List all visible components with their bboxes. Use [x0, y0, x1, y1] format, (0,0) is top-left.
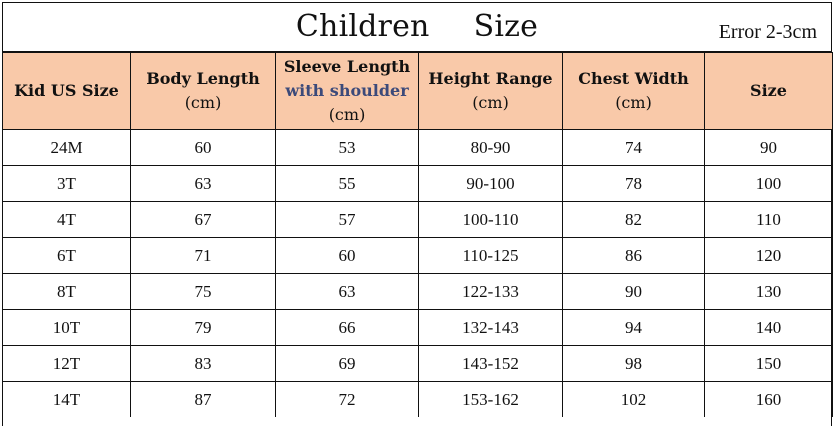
cell-height-range: 90-100: [418, 165, 563, 202]
title-row: Children Size Error 2-3cm: [3, 3, 831, 52]
cell-chest-width: 90: [562, 273, 705, 310]
cell-body-length: 71: [130, 237, 276, 274]
header-unit: (cm): [328, 105, 366, 124]
table-row: 24M 60 53 80-90 74 90: [2, 129, 833, 166]
header-label: Sleeve Length: [283, 57, 411, 76]
cell-size: 100: [704, 165, 833, 202]
header-label: Body Length: [146, 69, 260, 88]
cell-size: 150: [704, 345, 833, 382]
header-body-length: Body Length (cm): [130, 52, 276, 130]
cell-body-length: 87: [130, 381, 276, 417]
table-row: 3T 63 55 90-100 78 100: [2, 165, 833, 202]
cell-sleeve-length: 63: [275, 273, 419, 310]
chart-title: Children Size: [3, 9, 831, 44]
header-label: Size: [750, 81, 787, 100]
cell-chest-width: 94: [562, 309, 705, 346]
error-note: Error 2-3cm: [718, 21, 817, 43]
cell-height-range: 80-90: [418, 129, 563, 166]
title-part-1: Children: [295, 9, 430, 44]
cell-sleeve-length: 60: [275, 237, 419, 274]
header-label: Chest Width: [578, 69, 689, 88]
cell-size: 90: [704, 129, 833, 166]
cell-kid-us-size: 8T: [2, 273, 131, 310]
cell-size: 120: [704, 237, 833, 274]
cell-chest-width: 98: [562, 345, 705, 382]
cell-height-range: 110-125: [418, 237, 563, 274]
header-chest-width: Chest Width (cm): [562, 52, 705, 130]
cell-chest-width: 82: [562, 201, 705, 238]
header-sleeve-length: Sleeve Length with shoulder (cm): [275, 52, 419, 130]
header-size: Size: [704, 52, 833, 130]
cell-sleeve-length: 69: [275, 345, 419, 382]
table-body: 24M 60 53 80-90 74 90 3T 63 55 90-100 78 100 4T 67 57 1…: [2, 129, 833, 417]
cell-sleeve-length: 55: [275, 165, 419, 202]
cell-chest-width: 86: [562, 237, 705, 274]
cell-height-range: 122-133: [418, 273, 563, 310]
cell-size: 110: [704, 201, 833, 238]
cell-size: 140: [704, 309, 833, 346]
cell-kid-us-size: 24M: [2, 129, 131, 166]
cell-sleeve-length: 57: [275, 201, 419, 238]
table-row: 12T 83 69 143-152 98 150: [2, 345, 833, 382]
cell-kid-us-size: 4T: [2, 201, 131, 238]
cell-chest-width: 102: [562, 381, 705, 417]
cell-body-length: 79: [130, 309, 276, 346]
cell-chest-width: 74: [562, 129, 705, 166]
header-label: Height Range: [428, 69, 553, 88]
cell-kid-us-size: 10T: [2, 309, 131, 346]
header-unit: (cm): [472, 93, 509, 112]
cell-body-length: 63: [130, 165, 276, 202]
cell-size: 160: [704, 381, 833, 417]
header-unit: (cm): [615, 93, 652, 112]
table-row: 6T 71 60 110-125 86 120: [2, 237, 833, 274]
header-kid-us-size: Kid US Size: [2, 52, 131, 130]
cell-sleeve-length: 53: [275, 129, 419, 166]
header-height-range: Height Range (cm): [418, 52, 563, 130]
cell-sleeve-length: 72: [275, 381, 419, 417]
cell-body-length: 83: [130, 345, 276, 382]
title-part-2: Size: [473, 9, 539, 44]
size-table: Kid US Size Body Length (cm) Sleeve Leng…: [2, 52, 833, 417]
cell-height-range: 132-143: [418, 309, 563, 346]
cell-height-range: 153-162: [418, 381, 563, 417]
cell-chest-width: 78: [562, 165, 705, 202]
cell-kid-us-size: 12T: [2, 345, 131, 382]
cell-size: 130: [704, 273, 833, 310]
header-row: Kid US Size Body Length (cm) Sleeve Leng…: [2, 52, 833, 130]
table-row: 8T 75 63 122-133 90 130: [2, 273, 833, 310]
cell-body-length: 75: [130, 273, 276, 310]
cell-kid-us-size: 6T: [2, 237, 131, 274]
table-row: 4T 67 57 100-110 82 110: [2, 201, 833, 238]
cell-sleeve-length: 66: [275, 309, 419, 346]
cell-kid-us-size: 14T: [2, 381, 131, 417]
table-row: 14T 87 72 153-162 102 160: [2, 381, 833, 417]
header-unit: (cm): [184, 93, 222, 112]
cell-body-length: 67: [130, 201, 276, 238]
table-row: 10T 79 66 132-143 94 140: [2, 309, 833, 346]
cell-kid-us-size: 3T: [2, 165, 131, 202]
header-label: Kid US Size: [14, 81, 119, 100]
cell-height-range: 143-152: [418, 345, 563, 382]
cell-body-length: 60: [130, 129, 276, 166]
header-note: with shoulder: [285, 81, 409, 100]
cell-height-range: 100-110: [418, 201, 563, 238]
